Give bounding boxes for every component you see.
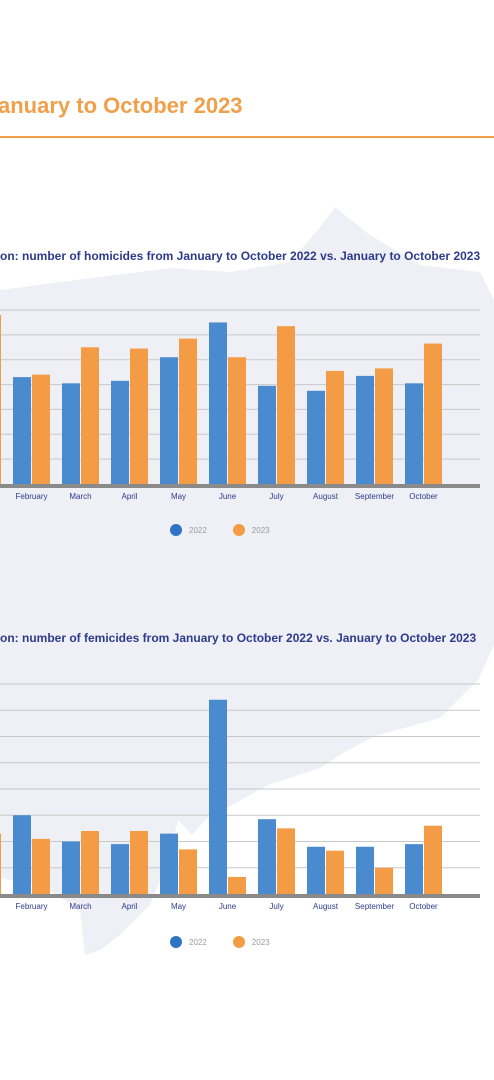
bar-2022-june <box>209 322 227 484</box>
x-tick-label: May <box>171 492 186 501</box>
bar-2023-may <box>179 849 197 894</box>
femicides-legend: 2022 2023 <box>170 936 296 948</box>
x-tick-label: July <box>269 902 283 911</box>
x-tick-label: June <box>219 492 237 501</box>
legend-dot-2023 <box>232 524 245 536</box>
x-axis-line <box>0 484 480 488</box>
x-axis-line <box>0 894 480 898</box>
legend-dot-2022 <box>170 936 182 948</box>
bar-2022-september <box>356 846 374 894</box>
bar-2023-cutoff <box>0 833 1 894</box>
homicides-legend: 2022 2023 <box>170 524 296 536</box>
legend-item-2023: 2023 <box>232 524 270 536</box>
bar-2022-july <box>258 385 276 484</box>
bar-2023-april <box>130 348 148 484</box>
femicides-chart-title: on: number of femicides from January to … <box>0 631 477 645</box>
legend-label-2022: 2022 <box>189 937 207 947</box>
bar-2022-june <box>209 699 227 894</box>
bar-2023-september <box>375 368 393 484</box>
bar-2023-july <box>277 828 295 894</box>
bar-2023-february <box>32 838 50 894</box>
bar-2023-june <box>228 876 246 894</box>
bar-2022-march <box>62 383 80 484</box>
bar-2022-october <box>405 844 423 894</box>
bar-2023-june <box>228 357 246 484</box>
bar-2022-february <box>13 377 31 484</box>
bar-2022-september <box>356 375 374 484</box>
x-tick-label: September <box>355 902 394 911</box>
page-title: anuary to October 2023 <box>0 93 243 118</box>
x-tick-label: July <box>269 492 283 501</box>
bar-2023-march <box>81 347 99 484</box>
legend-item-2023: 2023 <box>232 936 270 948</box>
bar-2022-april <box>111 844 129 894</box>
x-tick-label: March <box>69 492 91 501</box>
bar-2022-march <box>62 841 80 894</box>
bar-2022-august <box>307 846 325 894</box>
x-tick-label: August <box>313 902 339 911</box>
bar-2023-may <box>179 338 197 484</box>
x-tick-label: April <box>121 902 137 911</box>
x-tick-label: April <box>121 492 137 501</box>
legend-label-2023: 2023 <box>251 937 270 947</box>
bar-2022-april <box>111 380 129 484</box>
legend-dot-2023 <box>232 936 245 948</box>
x-tick-label: February <box>15 902 47 911</box>
legend-dot-2022 <box>170 524 182 536</box>
bar-2023-august <box>326 850 344 894</box>
bar-2022-july <box>258 819 276 894</box>
bar-2023-march <box>81 831 99 894</box>
x-tick-label: June <box>219 902 237 911</box>
bar-2023-cutoff <box>0 314 1 484</box>
bar-2022-may <box>160 357 178 484</box>
bar-2022-october <box>405 383 423 484</box>
x-tick-label: May <box>171 902 186 911</box>
legend-item-2022: 2022 <box>170 524 207 536</box>
x-tick-label: September <box>355 492 394 501</box>
femicides-bar-chart: February March April May June July August Septe… <box>0 683 480 911</box>
bar-2023-july <box>277 326 295 484</box>
bar-2023-april <box>130 831 148 894</box>
bar-2023-february <box>32 374 50 484</box>
homicides-bar-chart: February March April May June July August Septe… <box>0 309 480 501</box>
homicides-chart-title: on: number of homicides from January to … <box>0 249 481 263</box>
x-tick-label: August <box>313 492 339 501</box>
x-tick-label: March <box>69 902 91 911</box>
legend-label-2022: 2022 <box>189 525 207 535</box>
legend-label-2023: 2023 <box>251 525 270 535</box>
bar-2022-february <box>13 815 31 894</box>
x-tick-label: October <box>409 902 438 911</box>
bar-2022-may <box>160 833 178 894</box>
bar-2023-october <box>424 825 442 894</box>
x-tick-label: October <box>409 492 438 501</box>
bar-2023-august <box>326 370 344 484</box>
title-divider <box>0 136 494 138</box>
bar-2023-september <box>375 867 393 894</box>
bar-2023-october <box>424 343 442 484</box>
legend-item-2022: 2022 <box>170 936 207 948</box>
bar-2022-august <box>307 390 325 484</box>
x-tick-label: February <box>15 492 47 501</box>
